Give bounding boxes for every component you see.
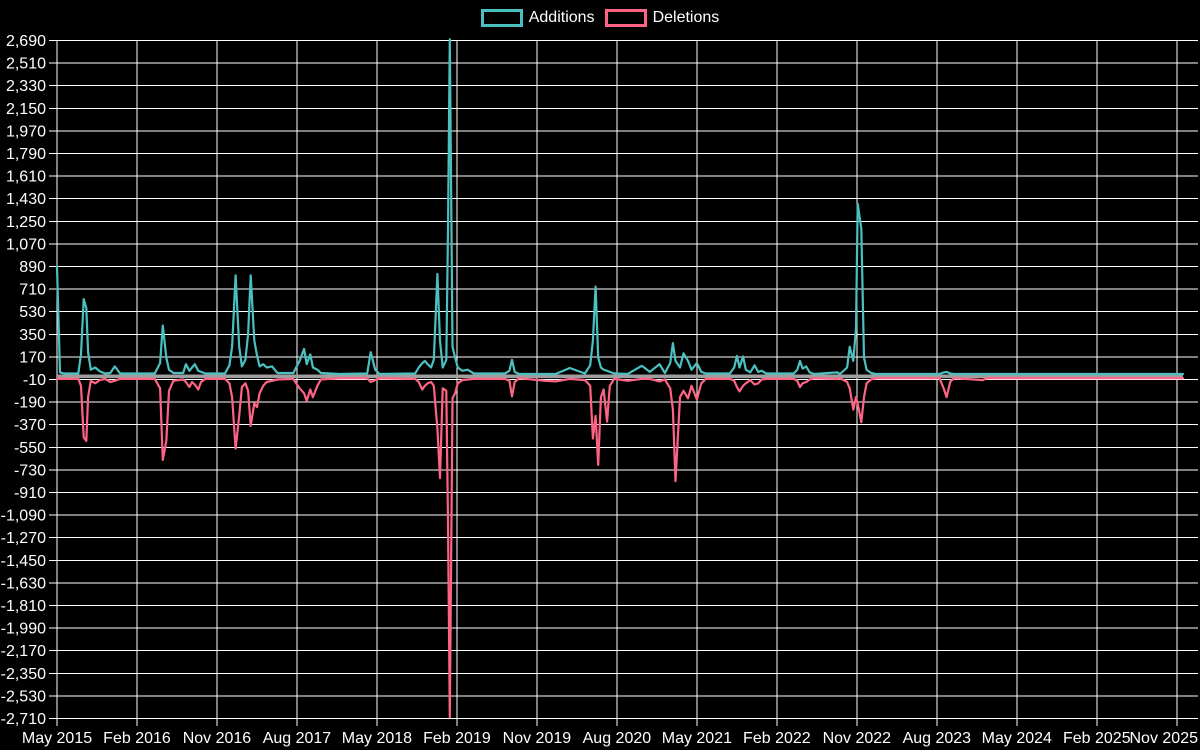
y-tick-label: -2,350 [1,666,46,683]
y-tick-label: -10 [23,372,46,389]
chart-legend: Additions Deletions [0,8,1200,27]
x-tick-label: May 2018 [342,730,412,747]
x-tick-label: Aug 2020 [583,730,652,747]
x-tick-label: Nov 2019 [503,730,572,747]
y-tick-label: 2,690 [6,33,46,50]
additions-legend-swatch [480,8,523,27]
y-tick-label: -1,270 [1,530,46,547]
x-tick-label: Aug 2017 [263,730,332,747]
y-tick-label: -910 [14,485,46,502]
y-tick-label: -1,090 [1,508,46,525]
y-tick-label: 1,790 [6,146,46,163]
x-tick-label: Feb 2019 [423,730,491,747]
x-tick-label: Aug 2023 [903,730,972,747]
additions-series [55,38,1185,376]
y-tick-label: 890 [19,259,46,276]
y-axis-tick-labels: -2,710 -2,530 -2,350 -2,170 -1,990 -1,810 -1,6… [1,33,46,728]
x-tick-label: Nov 2022 [823,730,892,747]
x-tick-label: May 2015 [22,730,92,747]
legend-item-additions[interactable]: Additions [480,8,595,27]
additions-series-line[interactable] [55,38,1185,376]
y-tick-label: -190 [14,395,46,412]
y-tick-label: -1,630 [1,575,46,592]
y-tick-label: 530 [19,304,46,321]
y-tick-label: -730 [14,462,46,479]
y-tick-label: 2,150 [6,101,46,118]
y-tick-label: 2,330 [6,78,46,95]
y-tick-label: 710 [19,282,46,299]
y-tick-label: -370 [14,417,46,434]
x-tick-label: Feb 2025 [1063,730,1131,747]
deletions-legend-swatch [604,8,647,27]
x-tick-label: May 2024 [982,730,1052,747]
x-tick-label: Nov 2025 [1130,730,1199,747]
additions-legend-label: Additions [528,9,595,26]
deletions-legend-label: Deletions [652,9,720,26]
deletions-series-line[interactable] [55,377,1185,719]
y-tick-label: 1,430 [6,191,46,208]
y-tick-label: -550 [14,440,46,457]
x-tick-label: May 2021 [662,730,732,747]
y-tick-label: 1,070 [6,236,46,253]
y-tick-label: 1,250 [6,214,46,231]
y-tick-label: 350 [19,327,46,344]
y-tick-label: -2,710 [1,711,46,728]
x-tick-label: Feb 2016 [103,730,171,747]
y-tick-label: -2,530 [1,688,46,705]
y-tick-label: -1,810 [1,598,46,615]
y-tick-label: 2,510 [6,56,46,73]
y-tick-label: -1,450 [1,553,46,570]
x-tick-label: Feb 2022 [743,730,811,747]
y-tick-label: -2,170 [1,643,46,660]
y-tick-label: 1,610 [6,169,46,186]
x-axis-tick-labels: May 2015 Feb 2016 Nov 2016 Aug 2017 May 2018… [22,730,1198,747]
deletions-series [55,377,1185,719]
y-tick-label: 1,970 [6,123,46,140]
y-tick-label: 170 [19,349,46,366]
legend-item-deletions[interactable]: Deletions [604,8,720,27]
y-tick-label: -1,990 [1,621,46,638]
gridlines [49,40,1198,726]
x-tick-label: Nov 2016 [183,730,252,747]
